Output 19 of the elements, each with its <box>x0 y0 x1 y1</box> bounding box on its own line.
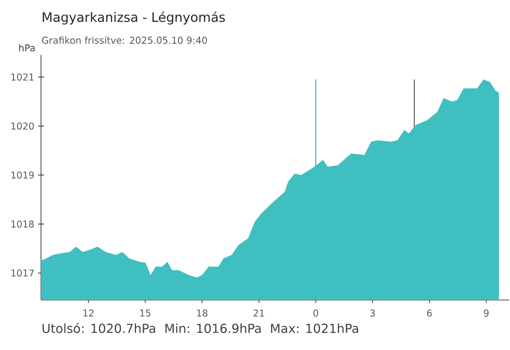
chart-subtitle: Grafikon frissítve: 2025.05.10 9:40 <box>42 36 207 44</box>
y-tick-label: 1020 <box>11 122 34 130</box>
x-tick-label: 0 <box>313 310 318 317</box>
y-tick-label: 1017 <box>11 269 34 277</box>
text: Min: 1016.9hPa <box>165 323 261 334</box>
y-tick-label: 1018 <box>11 220 34 228</box>
y-tick-label: 1021 <box>11 73 34 81</box>
x-tick-label: 18 <box>197 310 208 317</box>
chart-title: Magyarkanizsa - Légnyomás <box>42 11 225 25</box>
x-tick-label: 15 <box>140 310 150 317</box>
y-tick-label: 1019 <box>11 171 34 179</box>
text: Max: 1021hPa <box>271 323 358 334</box>
x-tick-label: 21 <box>254 310 264 317</box>
x-tick-label: 6 <box>427 310 432 317</box>
x-tick-label: 9 <box>484 310 489 317</box>
y-axis-title: hPa <box>19 44 35 52</box>
x-tick-label: 12 <box>83 310 94 317</box>
text: Utolsó: 1020.7hPa <box>42 322 156 334</box>
x-tick-label: 3 <box>370 310 375 317</box>
